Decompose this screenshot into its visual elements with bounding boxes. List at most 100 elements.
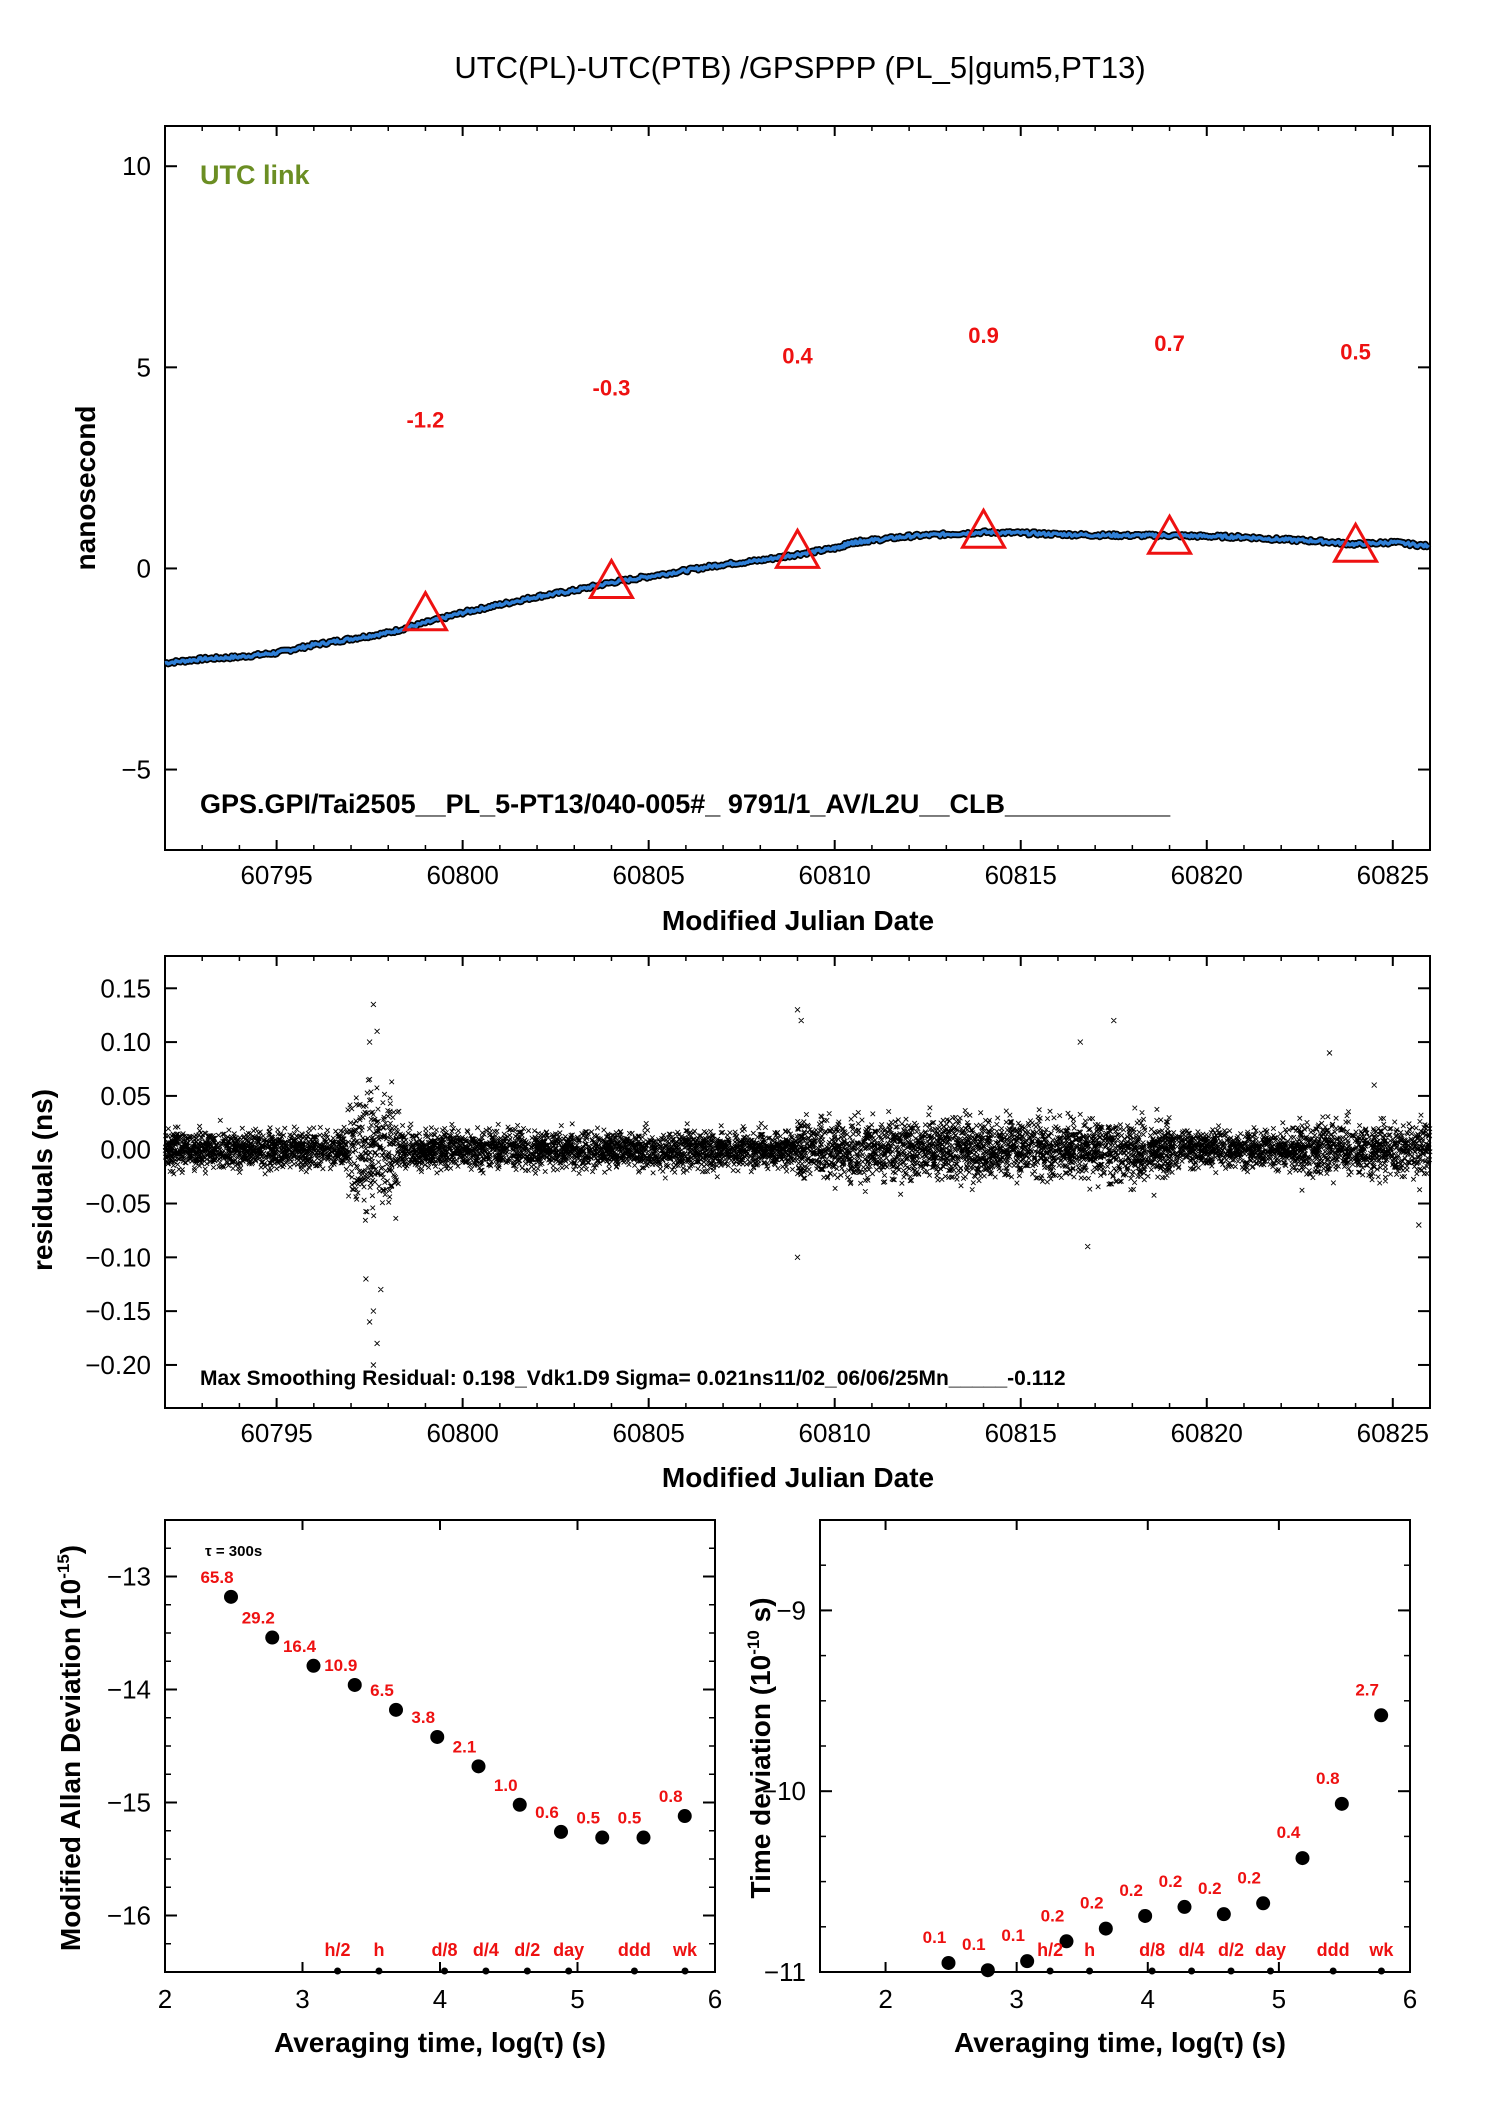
x-tick-label: 6: [708, 1984, 722, 2014]
time-marker-label: d/8: [432, 1940, 458, 1960]
x-tick-label: 4: [1141, 1984, 1155, 2014]
x-tick-label: 60815: [985, 860, 1057, 890]
time-marker-label: d/8: [1139, 1940, 1165, 1960]
y-tick-label: −0.20: [85, 1350, 151, 1380]
tdev-points: 0.1 0.1 0.1 0.2 0.2 0.2 0.2 0.2 0.2 0.4 0.8 2.7: [923, 1680, 1389, 1978]
residuals-panel: 60795 60800 60805 60810 60815 60820 60825 0.15…: [27, 955, 1433, 1493]
y-tick-label: 0.10: [100, 1027, 151, 1057]
deviation-value-label: 0.6: [535, 1803, 559, 1822]
x-tick-label: 60820: [1171, 860, 1243, 890]
x-tick-label: 6: [1403, 1984, 1417, 2014]
deviation-point: [1098, 1921, 1113, 1936]
y-tick-label: 5: [137, 352, 151, 382]
mdev-panel: 2 3 4 5 6 −13 −14 −15 −16 65.8 29.2 16.4 10.9 6.5 3.…: [54, 1519, 722, 2058]
time-marker-dot: [565, 1967, 573, 1975]
time-marker-label: h/2: [1037, 1940, 1063, 1960]
time-marker-label: h: [373, 1940, 384, 1960]
deviation-point: [471, 1759, 486, 1774]
triangle-marker: [401, 589, 450, 632]
mdev-time-markers: h/2 h d/8 d/4 d/2 day ddd wk: [325, 1940, 698, 1975]
x-tick-label: 4: [433, 1984, 447, 2014]
time-marker-label: d/4: [1179, 1940, 1205, 1960]
tau-note: τ = 300s: [205, 1543, 262, 1560]
time-marker-label: d/2: [514, 1940, 540, 1960]
deviation-value-label: 29.2: [242, 1609, 275, 1628]
time-marker-label: ddd: [618, 1940, 651, 1960]
y-tick-label: −0.10: [85, 1242, 151, 1272]
time-marker-dot: [1086, 1967, 1094, 1975]
deviation-point: [224, 1589, 238, 1604]
time-marker-label: d/4: [473, 1940, 499, 1960]
top-x-label: Modified Julian Date: [662, 905, 934, 936]
top-series-line: [163, 527, 1432, 668]
deviation-value-label: 0.1: [923, 1928, 947, 1947]
deviation-point: [941, 1955, 956, 1970]
deviation-value-label: 0.2: [1119, 1881, 1143, 1900]
tdev-y-label-tail: s): [745, 1597, 776, 1630]
triangle-marker: [959, 507, 1008, 549]
residuals-y-ticks: 0.15 0.10 0.05 0.00 −0.05 −0.10 −0.15 −0.20: [85, 973, 1430, 1380]
y-tick-label: −0.15: [85, 1296, 151, 1326]
triangle-marker: [587, 557, 636, 600]
time-marker-dot: [1046, 1967, 1054, 1975]
mdev-y-label-main: Modified Allan Deviation (10: [55, 1579, 86, 1951]
y-tick-label: −11: [764, 1957, 806, 1987]
mdev-y-label-tail: ): [55, 1545, 86, 1554]
deviation-point: [1177, 1899, 1192, 1914]
deviation-value-label: 0.2: [1198, 1879, 1222, 1898]
figure-title: UTC(PL)-UTC(PTB) /GPSPPP (PL_5|gum5,PT13…: [454, 50, 1145, 85]
x-tick-label: 60815: [985, 1418, 1057, 1448]
time-marker-dot: [1227, 1967, 1235, 1975]
y-tick-label: −10: [762, 1776, 806, 1806]
deviation-value-label: 0.2: [1237, 1868, 1261, 1887]
x-tick-label: 60795: [240, 860, 312, 890]
series-line: [164, 529, 1430, 666]
mdev-x-ticks: 2 3 4 5 6: [158, 1520, 722, 2014]
deviation-value-label: 2.7: [1355, 1680, 1379, 1699]
deviation-value-label: 2.1: [453, 1737, 477, 1756]
deviation-value-label: 65.8: [200, 1568, 233, 1587]
deviation-point: [1059, 1934, 1074, 1949]
time-marker-dot: [441, 1967, 449, 1975]
x-tick-label: 2: [878, 1984, 892, 2014]
deviation-value-label: 0.8: [659, 1787, 683, 1806]
deviation-value-label: 16.4: [283, 1637, 317, 1656]
x-tick-label: 2: [158, 1984, 172, 2014]
x-tick-label: 60805: [613, 1418, 685, 1448]
mdev-y-ticks: −13 −14 −15 −16: [107, 1519, 715, 1973]
deviation-point: [1020, 1954, 1035, 1969]
residuals-x-label: Modified Julian Date: [662, 1462, 934, 1493]
residual-marks: [162, 1001, 1433, 1368]
tdev-time-markers: h/2 h d/8 d/4 d/2 day ddd wk: [1037, 1940, 1394, 1975]
mdev-y-label-exp: -15: [54, 1554, 73, 1579]
x-tick-label: 3: [1009, 1984, 1023, 2014]
residuals-y-label: residuals (ns): [27, 1089, 58, 1271]
deviation-point: [265, 1630, 280, 1645]
top-y-ticks: 10 5 0 −5: [121, 151, 1430, 785]
triangle-marker: [1145, 513, 1194, 555]
x-tick-label: 60800: [426, 1418, 498, 1448]
time-marker-label: day: [553, 1940, 584, 1960]
x-tick-label: 5: [1272, 1984, 1286, 2014]
top-plot-frame: [164, 125, 1431, 851]
deviation-point: [306, 1658, 321, 1673]
deviation-point: [1138, 1908, 1153, 1923]
deviation-point: [512, 1797, 527, 1812]
tdev-y-label-main: Time deviation (10: [745, 1655, 776, 1899]
deviation-point: [1374, 1708, 1389, 1723]
time-marker-dot: [681, 1967, 689, 1975]
marker-value-label: -1.2: [406, 408, 444, 433]
x-tick-label: 60820: [1171, 1418, 1243, 1448]
mdev-points: 65.8 29.2 16.4 10.9 6.5 3.8 2.1 1.0 0.6 0.5 0.5 0.8: [200, 1568, 692, 1845]
time-marker-dot: [375, 1967, 383, 1975]
deviation-value-label: 0.4: [1277, 1823, 1301, 1842]
time-marker-dot: [630, 1967, 638, 1975]
footer-id: GPS.GPI/Tai2505__PL_5-PT13/040-005#_ 979…: [200, 789, 1171, 819]
time-marker-dot: [1377, 1967, 1385, 1975]
x-tick-label: 60810: [799, 1418, 871, 1448]
deviation-point: [554, 1824, 568, 1839]
deviation-point: [636, 1830, 651, 1845]
marker-value-label: 0.7: [1154, 331, 1185, 356]
time-marker-label: ddd: [1317, 1940, 1350, 1960]
